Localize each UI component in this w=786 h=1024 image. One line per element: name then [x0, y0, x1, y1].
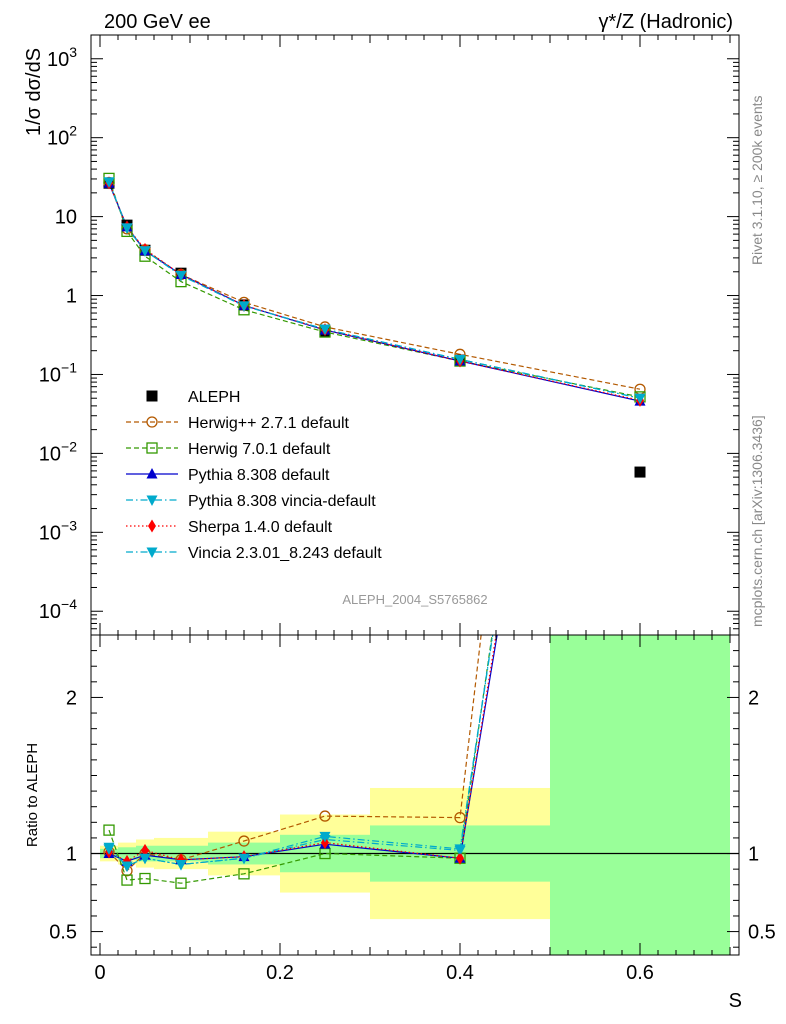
legend-marker	[146, 416, 158, 428]
sherpa-ratio-line	[108, 635, 497, 862]
main-y-tick-label: 10−1	[39, 359, 77, 386]
x-tick-label: 0.2	[266, 962, 294, 984]
herwig7-ratio-point	[238, 868, 250, 880]
main-y-tick-label: 10−4	[39, 596, 77, 623]
vincia23-ratio-point	[139, 853, 151, 865]
legend-label: ALEPH	[188, 389, 240, 406]
herwig7-ratio-point	[139, 872, 151, 885]
legend: ALEPH Herwig++ 2.7.1 default Herwig 7.0.1 …	[126, 389, 382, 562]
header-right-title: γ*/Z (Hadronic)	[599, 11, 733, 33]
vincia23-ratio-line	[108, 635, 494, 867]
analysis-id-label: ALEPH_2004_S5765862	[342, 592, 487, 607]
main-y-tick-label: 10	[55, 207, 77, 229]
vincia23-main-line	[108, 181, 641, 399]
vincia23-main-point	[139, 246, 151, 257]
main-y-tick-label: 103	[47, 44, 77, 71]
x-tick-label: 0.4	[446, 962, 474, 984]
vincia23-main-point	[454, 354, 466, 366]
ratio-y-axis-label: Ratio to ALEPH	[24, 743, 41, 847]
uncertainty-band-stat	[550, 635, 730, 955]
header-process-type: (Hadronic)	[640, 11, 733, 33]
legend-label: Herwig 7.0.1 default	[188, 441, 331, 458]
legend-item-sherpa: Sherpa 1.4.0 default	[126, 519, 333, 536]
x-tick-label: 0	[94, 962, 105, 984]
ratio-axis-ticks: 0.5 0.5 1 1 2 2 0 0.2 0.4 0.6	[49, 634, 776, 984]
x-axis-label: S	[729, 990, 742, 1012]
header-process: γ*/Z	[599, 11, 635, 33]
vincia23-ratio-point	[175, 859, 187, 871]
herwigpp-ratio-point	[454, 811, 466, 824]
sherpa-ratio-point	[456, 851, 464, 865]
legend-marker	[146, 390, 158, 402]
vincia23-main-point	[319, 324, 331, 336]
header-left-title: 200 GeV ee	[104, 11, 211, 33]
ratio-panel: 0.5 0.5 1 1 2 2 0 0.2 0.4 0.6 Ratio to ALEPH S	[24, 634, 776, 1012]
legend-label: Herwig++ 2.7.1 default	[188, 415, 350, 432]
legend-label: Sherpa 1.4.0 default	[188, 519, 333, 536]
main-y-tick-label: 10−2	[39, 438, 77, 465]
legend-item-aleph: ALEPH	[146, 389, 240, 406]
legend-label: Pythia 8.308 vincia-default	[188, 493, 376, 510]
ratio-y-tick-label: 0.5	[49, 922, 77, 944]
vincia23-main-point	[238, 301, 250, 312]
ratio-y-tick-label-right: 1	[748, 844, 759, 866]
legend-label: Pythia 8.308 default	[188, 467, 330, 484]
legend-marker	[148, 519, 156, 533]
main-y-axis-label: 1/σ dσ/dS	[23, 48, 45, 136]
main-y-tick-label: 10−3	[39, 517, 77, 544]
main-y-tick-label: 102	[47, 123, 77, 150]
legend-marker	[146, 442, 158, 454]
uncertainty-bands	[100, 635, 730, 955]
ratio-y-tick-label: 1	[66, 844, 77, 866]
herwig7-ratio-point	[103, 824, 115, 836]
main-panel: 10−4 10−3 10−2 10−1 1 10 102 103 1/σ dσ/dS ALEP…	[23, 34, 740, 636]
herwigpp-ratio-point	[319, 810, 331, 822]
vincia23-main-point	[634, 393, 646, 405]
herwigpp-ratio-line	[108, 635, 482, 872]
vincia23-main-point	[121, 223, 133, 234]
main-axis-ticks: 10−4 10−3 10−2 10−1 1 10 102 103	[39, 34, 739, 636]
legend-marker	[146, 495, 158, 506]
legend-item-vincia8: Pythia 8.308 vincia-default	[126, 493, 376, 510]
herwig7-ratio-line	[108, 635, 493, 884]
pythia-main-line	[108, 182, 641, 402]
vincia23-ratio-point	[103, 844, 115, 855]
legend-item-vincia23: Vincia 2.3.01_8.243 default	[126, 545, 382, 562]
legend-marker	[146, 468, 158, 479]
mcplots-label: mcplots.cern.ch [arXiv:1306.3436]	[749, 415, 765, 627]
legend-marker	[146, 547, 158, 558]
vincia23-ratio-point	[238, 853, 250, 865]
main-curves	[103, 172, 646, 478]
rivet-version-label: Rivet 3.1.10, ≥ 200k events	[749, 95, 765, 265]
vincia23-ratio-point	[454, 844, 466, 855]
vincia23-ratio-point	[121, 861, 133, 873]
legend-item-pythia: Pythia 8.308 default	[126, 467, 330, 484]
herwig7-ratio-point	[175, 877, 187, 889]
ratio-curves	[91, 635, 739, 889]
legend-item-herwig7: Herwig 7.0.1 default	[126, 441, 331, 458]
legend-label: Vincia 2.3.01_8.243 default	[188, 545, 382, 562]
sherpa-main-line	[108, 182, 641, 401]
main-y-tick-label: 1	[66, 286, 77, 308]
x-tick-label: 0.6	[626, 962, 654, 984]
herwig7-ratio-point	[121, 874, 133, 886]
ratio-y-tick-label-right: 2	[748, 687, 759, 709]
herwigpp-ratio-point	[238, 835, 250, 847]
vincia8-main-line	[108, 181, 641, 399]
ratio-frame	[90, 634, 740, 956]
aleph-main-point	[634, 466, 646, 478]
herwigpp-main-point	[634, 383, 646, 395]
vincia23-main-point	[175, 270, 187, 282]
vincia23-main-point	[103, 177, 115, 188]
ratio-y-tick-label: 2	[66, 687, 77, 709]
sherpa-ratio-point	[321, 836, 329, 850]
legend-item-herwigpp: Herwig++ 2.7.1 default	[126, 415, 350, 432]
vincia23-ratio-point	[319, 831, 331, 843]
herwig7-main-line	[108, 178, 641, 398]
herwigpp-main-line	[108, 182, 641, 390]
sherpa-ratio-point	[141, 843, 149, 857]
ratio-y-tick-label-right: 0.5	[748, 922, 776, 944]
